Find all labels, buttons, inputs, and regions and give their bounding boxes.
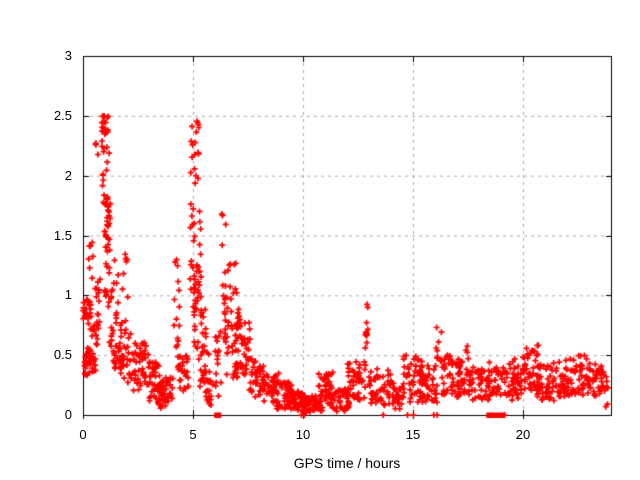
- y-tick-label: 1: [64, 287, 72, 303]
- x-tick-label: 5: [189, 427, 197, 442]
- x-tick-label: 15: [405, 427, 421, 442]
- x-axis-label: GPS time / hours: [293, 455, 401, 471]
- x-tick-label: 0: [79, 427, 87, 442]
- y-tick-label: 2.5: [53, 107, 72, 123]
- y-tick-label: 0.5: [53, 347, 72, 363]
- y-tick-label: 0: [64, 407, 72, 422]
- x-tick-label: 20: [515, 427, 531, 442]
- x-tick-label: 10: [295, 427, 311, 442]
- y-tick-label: 1.5: [53, 227, 72, 243]
- y-tick-label: 2: [64, 167, 72, 183]
- y-tick-label: 3: [64, 48, 72, 63]
